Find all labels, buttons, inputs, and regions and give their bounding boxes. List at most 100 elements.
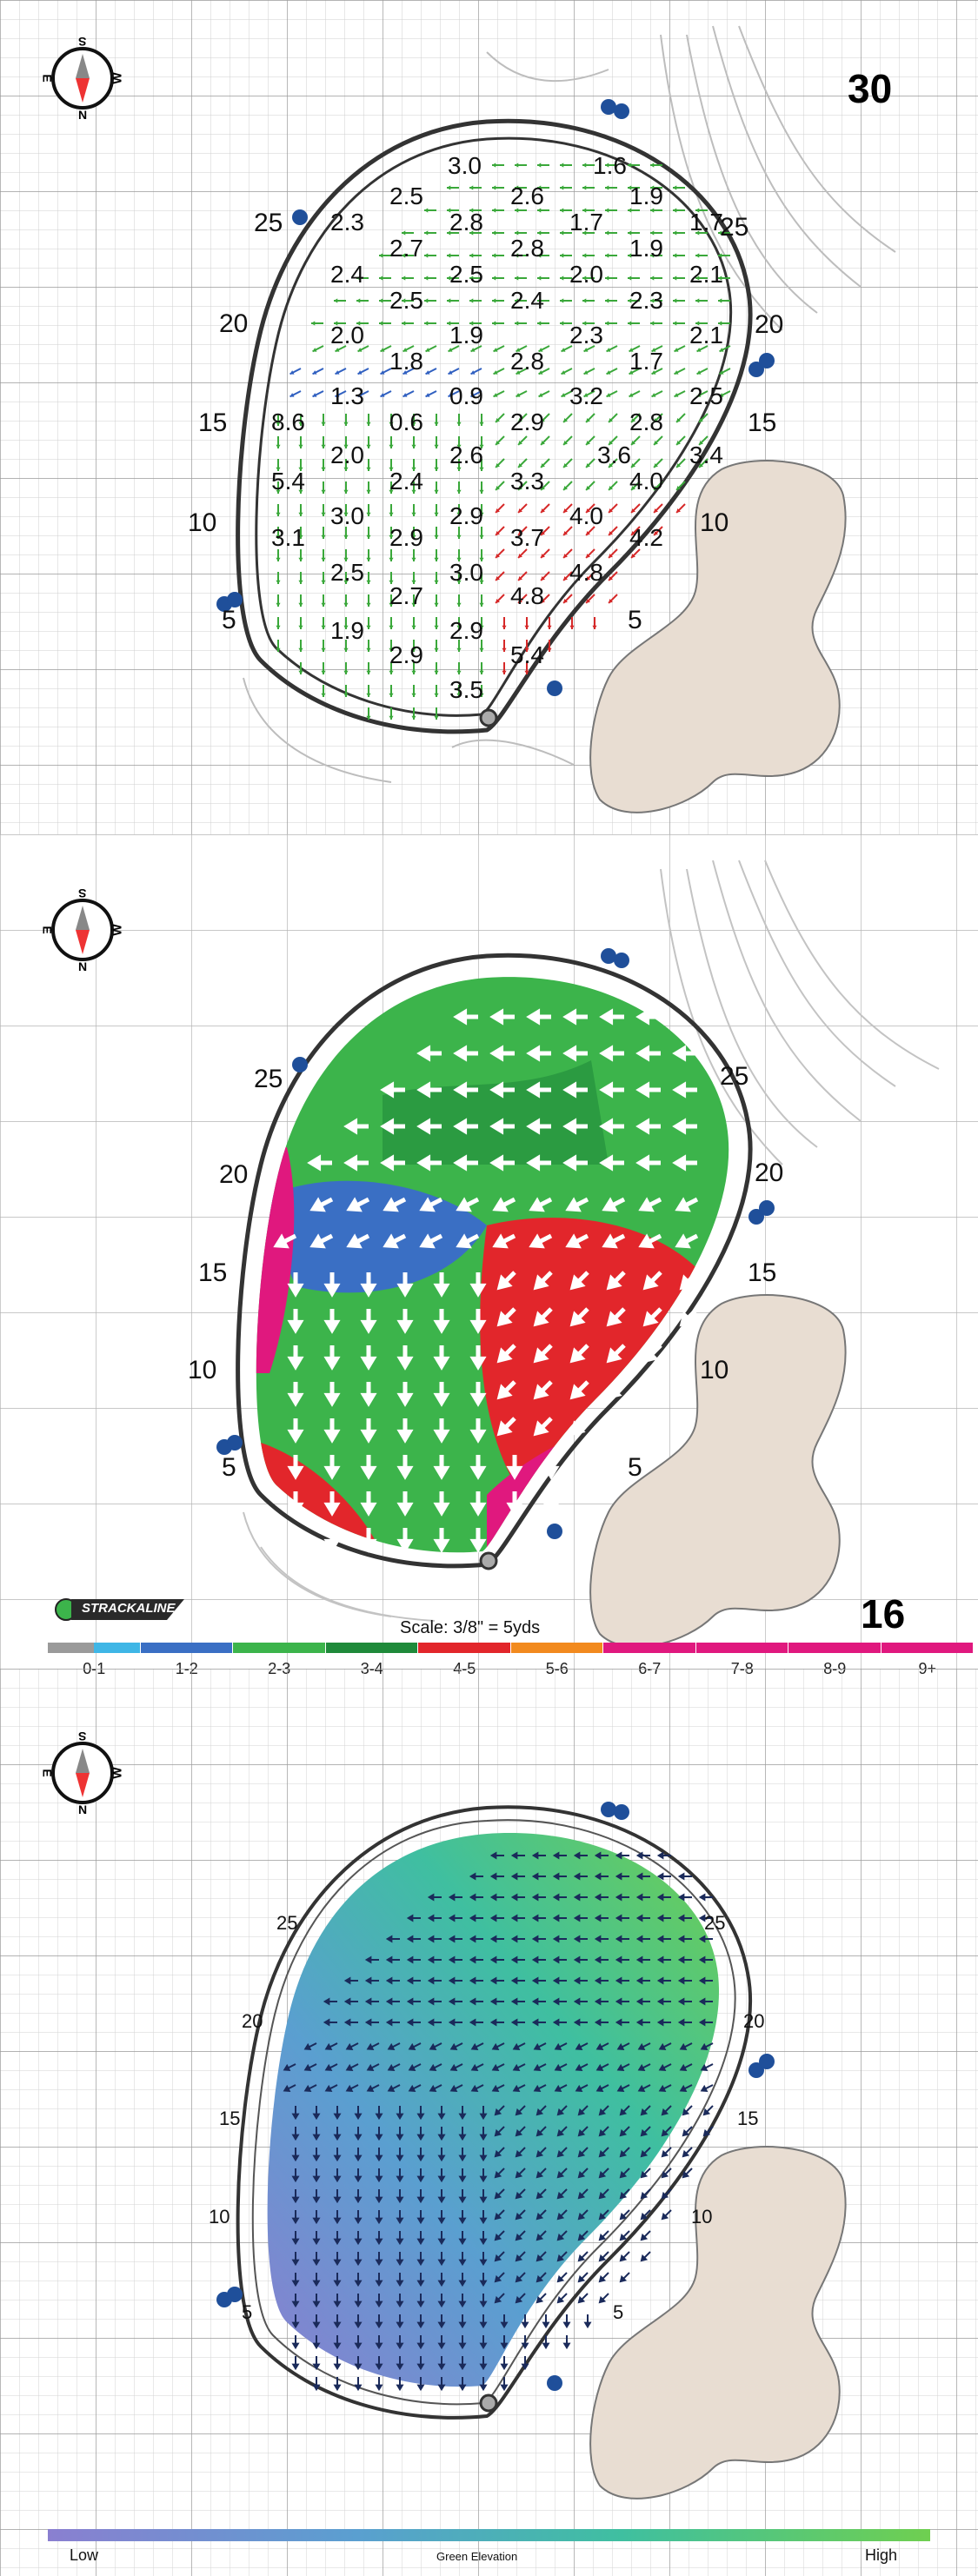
arrowhead bbox=[609, 486, 613, 490]
arrowhead bbox=[343, 2018, 351, 2027]
arrowhead bbox=[321, 670, 326, 674]
arrowhead bbox=[598, 2254, 607, 2262]
arrowhead bbox=[682, 2149, 690, 2158]
arrowhead bbox=[536, 2212, 544, 2221]
arrowhead bbox=[343, 625, 349, 629]
arrowhead bbox=[700, 2084, 709, 2092]
arrowhead bbox=[411, 715, 416, 720]
slope-value: 2.9 bbox=[449, 502, 483, 529]
arrowhead bbox=[389, 580, 394, 584]
brand-name: STRACKALINE bbox=[82, 1601, 176, 1616]
arrowhead bbox=[291, 2196, 300, 2204]
arrowhead bbox=[698, 1955, 706, 1964]
arrowhead bbox=[563, 554, 568, 558]
compass-w: W bbox=[110, 72, 124, 84]
arrowhead bbox=[573, 1851, 581, 1860]
arrowhead bbox=[411, 557, 416, 561]
arrowhead bbox=[577, 2108, 586, 2116]
arrowhead bbox=[396, 2300, 404, 2308]
arrowhead bbox=[434, 625, 439, 629]
arrowhead bbox=[298, 602, 303, 607]
arrowhead bbox=[537, 298, 542, 303]
arrowhead bbox=[698, 1914, 706, 1922]
arrowhead bbox=[333, 2321, 342, 2329]
arrowhead bbox=[489, 2018, 497, 2027]
arrowhead bbox=[605, 230, 609, 236]
arrowhead bbox=[469, 1935, 476, 1943]
arrowhead bbox=[573, 1997, 581, 2006]
arrowhead bbox=[458, 2175, 467, 2183]
arrowhead bbox=[512, 2084, 521, 2092]
arrowhead bbox=[533, 1311, 549, 1327]
arrowhead bbox=[456, 444, 462, 448]
arrowhead bbox=[521, 2363, 529, 2371]
arrowhead bbox=[354, 2342, 363, 2350]
arrowhead bbox=[287, 1392, 304, 1407]
arrowhead bbox=[456, 534, 462, 539]
left-dist-15: 15 bbox=[219, 2108, 241, 2129]
arrowhead bbox=[609, 508, 613, 513]
arrowhead bbox=[560, 276, 564, 281]
arrowhead bbox=[389, 693, 394, 697]
arrowhead bbox=[333, 2154, 342, 2162]
arrowhead bbox=[408, 2063, 416, 2071]
arrowhead bbox=[541, 531, 545, 535]
arrowhead bbox=[434, 534, 439, 539]
arrowhead bbox=[479, 2280, 488, 2287]
arrowhead bbox=[389, 647, 394, 652]
arrowhead bbox=[696, 393, 702, 397]
arrowhead bbox=[380, 1154, 395, 1172]
arrowhead bbox=[656, 1893, 664, 1902]
arrowhead bbox=[594, 1872, 602, 1881]
arrowhead bbox=[469, 1392, 487, 1407]
arrowhead bbox=[524, 647, 529, 652]
arrowhead bbox=[321, 512, 326, 516]
arrowhead bbox=[496, 1274, 513, 1291]
arrowhead bbox=[672, 1154, 687, 1172]
arrowhead bbox=[518, 508, 522, 513]
arrowhead bbox=[510, 1955, 518, 1964]
arrowhead bbox=[599, 1045, 614, 1062]
arrowhead bbox=[479, 2259, 488, 2267]
arrowhead bbox=[677, 1893, 685, 1902]
arrowhead bbox=[458, 2384, 467, 2392]
arrowhead bbox=[542, 2342, 550, 2350]
arrowhead bbox=[489, 1045, 504, 1062]
arrowhead bbox=[583, 2321, 592, 2329]
elevation-legend-bar bbox=[48, 2529, 930, 2541]
arrowhead bbox=[554, 2084, 562, 2092]
compass-w: W bbox=[110, 924, 124, 936]
arrowhead bbox=[479, 512, 484, 516]
arrowhead bbox=[333, 2113, 342, 2121]
arrowhead bbox=[434, 647, 439, 652]
right-dist-5: 5 bbox=[628, 606, 642, 634]
arrowhead bbox=[312, 2342, 321, 2350]
arrowhead bbox=[573, 1955, 581, 1964]
arrowhead bbox=[676, 418, 681, 422]
arrowhead bbox=[515, 276, 519, 281]
arrowhead bbox=[536, 2191, 544, 2200]
slope-value: 2.0 bbox=[330, 322, 364, 349]
arrowhead bbox=[628, 185, 632, 190]
arrowhead bbox=[333, 2196, 342, 2204]
right-dist-20: 20 bbox=[755, 310, 784, 339]
arrowhead bbox=[515, 2274, 523, 2283]
arrowhead bbox=[416, 2238, 425, 2246]
arrowhead bbox=[312, 2384, 321, 2392]
arrowhead bbox=[699, 463, 703, 468]
arrowhead bbox=[606, 348, 611, 352]
arrowhead bbox=[321, 489, 326, 494]
arrowhead bbox=[343, 422, 349, 426]
slope-value: 3.1 bbox=[271, 524, 305, 551]
slope-value: 8.6 bbox=[271, 408, 305, 435]
arrowhead bbox=[458, 2196, 467, 2204]
arrowhead bbox=[380, 348, 385, 352]
arrowhead bbox=[674, 393, 679, 397]
arrowhead bbox=[635, 1045, 650, 1062]
arrowhead bbox=[408, 2084, 416, 2092]
arrowhead bbox=[556, 2233, 565, 2241]
arrowhead bbox=[312, 370, 317, 375]
arrowhead bbox=[586, 486, 590, 490]
arrowhead bbox=[699, 418, 703, 422]
arrowhead bbox=[518, 531, 522, 535]
